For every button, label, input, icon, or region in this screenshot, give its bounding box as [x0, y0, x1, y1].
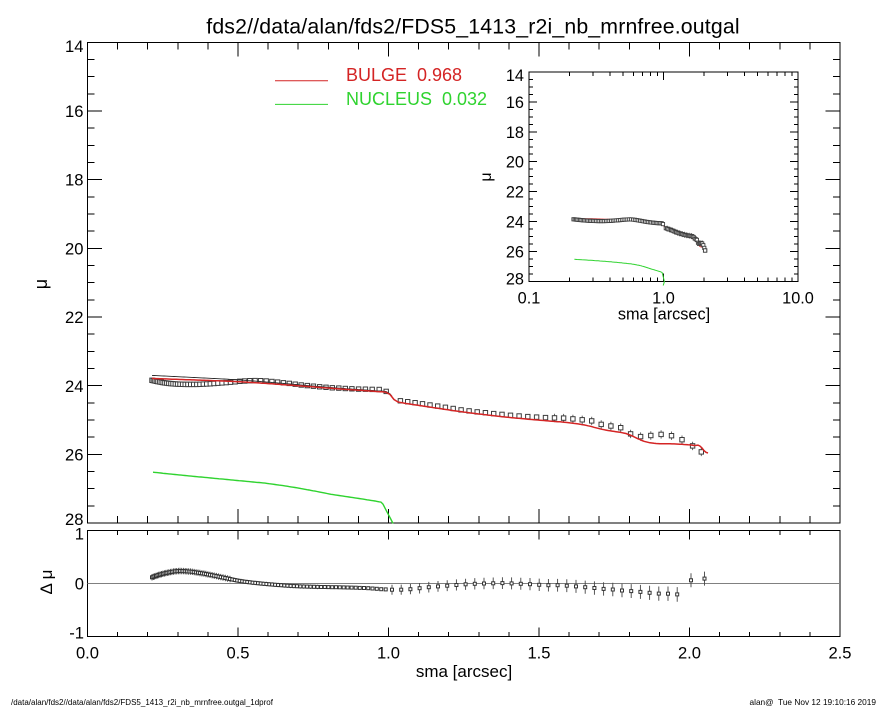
- svg-text:1.5: 1.5: [527, 643, 550, 662]
- svg-text:BULGE 0.968: BULGE 0.968: [346, 65, 462, 85]
- svg-text:18: 18: [65, 171, 83, 190]
- svg-text:14: 14: [506, 67, 524, 85]
- svg-text:μ: μ: [31, 279, 51, 289]
- svg-text:28: 28: [65, 510, 83, 529]
- svg-text:/data/alan/fds2//data/alan/fds: /data/alan/fds2//data/alan/fds2/FDS5_141…: [11, 698, 274, 707]
- svg-text:24: 24: [506, 214, 524, 232]
- svg-text:20: 20: [506, 154, 524, 172]
- svg-text:2.0: 2.0: [678, 643, 701, 662]
- svg-text:1.0: 1.0: [377, 643, 400, 662]
- svg-text:16: 16: [506, 94, 524, 112]
- svg-text:-1: -1: [69, 624, 84, 643]
- svg-text:0.5: 0.5: [226, 643, 249, 662]
- svg-text:22: 22: [65, 308, 83, 327]
- svg-text:sma [arcsec]: sma [arcsec]: [416, 662, 512, 681]
- svg-text:μ: μ: [478, 172, 495, 181]
- svg-text:18: 18: [506, 124, 524, 142]
- svg-text:26: 26: [65, 445, 83, 464]
- svg-text:Δ μ: Δ μ: [37, 570, 56, 595]
- svg-text:20: 20: [65, 239, 83, 258]
- svg-text:28: 28: [506, 271, 524, 289]
- svg-text:NUCLEUS 0.032: NUCLEUS 0.032: [346, 89, 487, 109]
- svg-text:0.1: 0.1: [518, 290, 541, 308]
- svg-text:1.0: 1.0: [652, 290, 675, 308]
- svg-text:1: 1: [75, 525, 84, 544]
- svg-text:2.5: 2.5: [828, 643, 851, 662]
- svg-text:0: 0: [75, 575, 84, 594]
- svg-text:sma [arcsec]: sma [arcsec]: [618, 306, 710, 324]
- svg-text:24: 24: [65, 377, 83, 396]
- svg-text:14: 14: [65, 37, 83, 56]
- svg-text:10.0: 10.0: [782, 290, 814, 308]
- svg-text:16: 16: [65, 102, 83, 121]
- svg-text:fds2//data/alan/fds2/FDS5_1413: fds2//data/alan/fds2/FDS5_1413_r2i_nb_mr…: [206, 15, 739, 39]
- svg-text:alan@ Tue Nov 12 19:10:16 201: alan@ Tue Nov 12 19:10:16 2019: [749, 697, 876, 707]
- svg-text:26: 26: [506, 244, 524, 262]
- svg-text:0.0: 0.0: [76, 643, 99, 662]
- svg-text:22: 22: [506, 184, 524, 202]
